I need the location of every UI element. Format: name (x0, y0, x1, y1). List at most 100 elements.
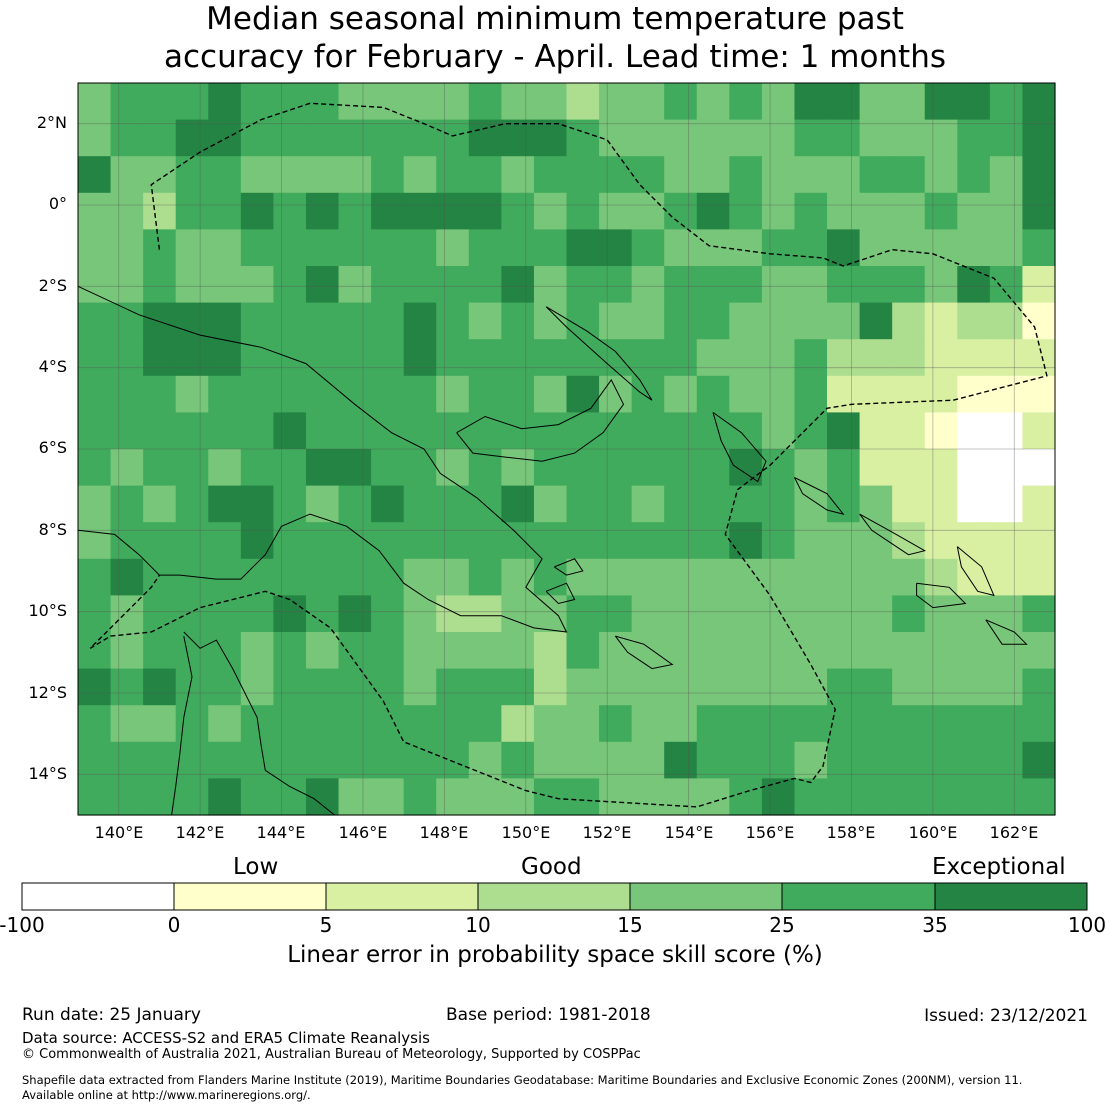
grid-cell (110, 449, 144, 487)
grid-cell (566, 449, 600, 487)
grid-cell (664, 229, 698, 267)
grid-cell (957, 266, 991, 304)
coastline-segment (794, 477, 845, 515)
grid-cell (664, 485, 698, 523)
grid-cell (305, 632, 340, 670)
grid-cell (371, 266, 405, 304)
grid-cell (175, 485, 209, 523)
grid-cell (305, 741, 340, 779)
grid-cell (761, 485, 796, 523)
grid-cell (859, 668, 893, 706)
grid-cell (468, 266, 502, 304)
grid-cell (1022, 302, 1056, 340)
grid-cell (501, 156, 535, 194)
grid-cell (827, 595, 861, 633)
colorbar-swatch (629, 882, 783, 911)
grid-cell (566, 83, 600, 121)
grid-cell (403, 522, 437, 560)
grid-cell (468, 302, 502, 340)
grid-cell (794, 302, 828, 340)
title-line-1: Median seasonal minimum temperature past (206, 1, 904, 37)
grid-cell (989, 156, 1024, 194)
grid-cell (143, 449, 177, 487)
grid-cell (761, 705, 796, 743)
grid-cell (924, 705, 958, 743)
skill-score-grid-cells (78, 83, 1056, 816)
grid-cell (729, 83, 763, 121)
grid-cell (110, 632, 144, 670)
grid-cell (599, 558, 633, 596)
grid-cell (240, 632, 274, 670)
grid-cell (273, 156, 307, 194)
grid-cell (240, 302, 274, 340)
grid-cell (403, 632, 437, 670)
grid-cell (533, 339, 568, 377)
base-period: Base period: 1981-2018 (446, 1005, 651, 1025)
grid-cell (338, 412, 372, 450)
grid-cell (957, 192, 991, 230)
grid-cell (305, 668, 340, 706)
grid-cell (110, 83, 144, 121)
grid-cell (371, 375, 405, 413)
grid-cell (305, 83, 340, 121)
grid-cell (403, 412, 437, 450)
grid-cell (696, 632, 730, 670)
grid-cell (533, 595, 568, 633)
grid-cell (794, 522, 828, 560)
grid-cell (175, 192, 209, 230)
grid-cell (957, 705, 991, 743)
coastline (77, 285, 1028, 816)
grid-cell (957, 558, 991, 596)
grid-cell (371, 595, 405, 633)
grid-cell (631, 229, 665, 267)
grid-cell (924, 668, 958, 706)
grid-cell (892, 485, 926, 523)
grid-cell (989, 266, 1024, 304)
grid-cell (175, 668, 209, 706)
grid-cell (631, 302, 665, 340)
grid-cell (664, 705, 698, 743)
grid-cell (305, 229, 340, 267)
grid-cell (794, 412, 828, 450)
grid-cell (436, 302, 470, 340)
grid-cell (566, 192, 600, 230)
grid-cell (729, 192, 763, 230)
grid-cell (305, 266, 340, 304)
grid-cell (924, 375, 958, 413)
grid-cell (729, 339, 763, 377)
grid-cell (273, 485, 307, 523)
grid-cell (305, 119, 340, 157)
grid-cell (566, 339, 600, 377)
grid-cell (143, 485, 177, 523)
grid-cell (240, 705, 274, 743)
coastline-segment (171, 636, 193, 816)
grid-cell (501, 741, 535, 779)
grid-cell (208, 705, 242, 743)
grid-cell (240, 595, 274, 633)
x-tick-label: 154°E (664, 823, 714, 842)
grid-cell (143, 156, 177, 194)
y-tick-label: 4°S (38, 357, 67, 376)
grid-cell (924, 83, 958, 121)
grid-cell (599, 83, 633, 121)
grid-cell (631, 595, 665, 633)
coastline-segment (545, 582, 576, 605)
grid-cell (273, 668, 307, 706)
grid-cell (143, 412, 177, 450)
grid-cell (924, 339, 958, 377)
grid-cell (371, 302, 405, 340)
grid-cell (371, 229, 405, 267)
grid-cell (175, 83, 209, 121)
grid-cell (338, 778, 372, 816)
grid-cell (208, 192, 242, 230)
grid-cell (729, 778, 763, 816)
grid-cell (533, 83, 568, 121)
grid-cell (989, 485, 1024, 523)
grid-cell (110, 778, 144, 816)
grid-cell (1022, 229, 1056, 267)
grid-cell (794, 229, 828, 267)
grid-cell (371, 741, 405, 779)
grid-cell (371, 339, 405, 377)
grid-cell (664, 412, 698, 450)
grid-cell (827, 119, 861, 157)
